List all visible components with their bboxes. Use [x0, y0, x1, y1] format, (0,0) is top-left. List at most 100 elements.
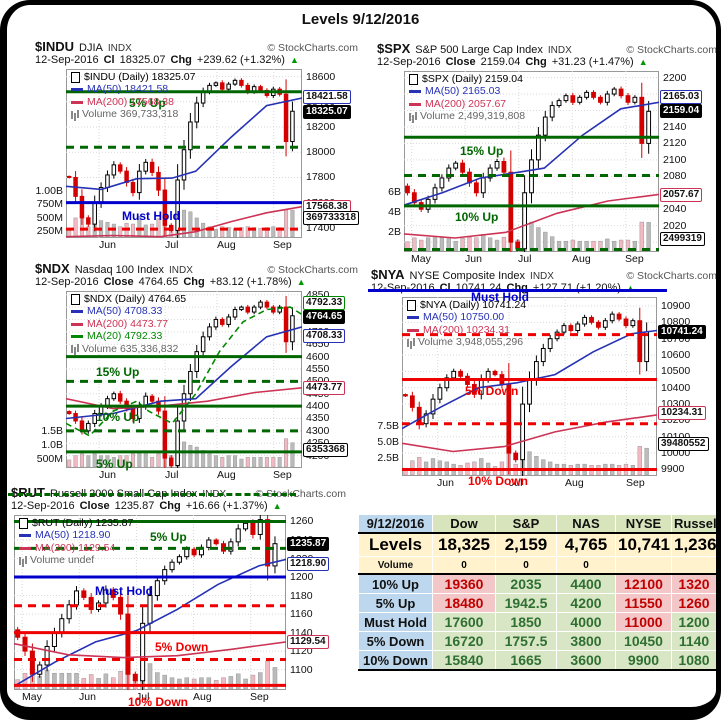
- legend-text: MA(200) 10234.31: [423, 323, 510, 336]
- annotation-label: 5% Up: [96, 457, 133, 471]
- candle-body: [149, 161, 155, 173]
- volume-bar: [265, 660, 270, 690]
- candle-body: [79, 195, 85, 219]
- volume-axis: 1.5B 1.0B 500M: [30, 291, 66, 468]
- table-date-cell: 9/12/2016: [358, 514, 433, 534]
- level-value-cell: 4000: [556, 612, 616, 632]
- candle-body: [439, 177, 445, 189]
- candle-body: [561, 325, 567, 333]
- close-label: Close: [445, 56, 476, 68]
- x-axis-label: Jun: [99, 469, 116, 481]
- volume-bar: [181, 441, 187, 468]
- annotation-label: 5% Up: [150, 530, 187, 544]
- volume-bar: [118, 455, 123, 468]
- row-label: 5% Up: [358, 593, 433, 613]
- volume-axis: 7.5B 5.0B 2.5B: [366, 297, 402, 476]
- candle-body: [632, 96, 638, 103]
- candle-body: [432, 187, 438, 200]
- table-row: 10% Down 15840 1665 3600 9900 1080: [358, 650, 717, 671]
- candle-body: [582, 316, 588, 325]
- level-value-cell: 1260: [671, 593, 717, 613]
- candle-body: [596, 321, 601, 328]
- legend-item: MA(200) 10234.31: [407, 324, 526, 337]
- title-overlay-line: [8, 493, 296, 496]
- volume-bars-icon: [71, 110, 73, 119]
- candle-body: [175, 179, 180, 231]
- symbol-label: $NDX: [35, 261, 70, 276]
- annotation-label: Must Hold: [95, 584, 153, 598]
- column-header: NYSE: [615, 514, 672, 534]
- candle-body: [584, 91, 590, 98]
- candle-body: [226, 83, 231, 90]
- legend-text: Volume 369,733,318: [82, 108, 179, 121]
- ma-line: [66, 205, 302, 238]
- legend-text: MA(200) 4473.77: [87, 317, 169, 330]
- price-axis: 1090010800107001060010500104001030010200…: [657, 297, 719, 476]
- candle-body: [430, 398, 436, 415]
- volume-axis-tick: 5.0B: [377, 435, 399, 448]
- volume-bar: [239, 227, 244, 238]
- candle-body: [92, 413, 97, 424]
- row-label: 10% Down: [358, 650, 433, 671]
- volume-bar: [639, 221, 644, 252]
- volume-bar: [250, 674, 256, 690]
- candle-body: [589, 316, 594, 323]
- axis-tick: 1100: [290, 663, 313, 676]
- volume-bar: [550, 236, 555, 252]
- volume-bar: [226, 455, 231, 468]
- candle-body: [228, 541, 234, 552]
- x-axis-label: Sep: [273, 469, 292, 481]
- candle-body: [522, 192, 528, 250]
- stockcharts-credit: © StockCharts.com: [626, 44, 717, 56]
- x-axis-label: Jul: [509, 477, 523, 489]
- level-value-cell: 3600: [556, 650, 616, 671]
- change-label: Chg: [159, 500, 181, 512]
- candle-body: [149, 395, 155, 402]
- chart-header: $NDX Nasdaq 100 Index INDX © StockCharts.co…: [30, 262, 360, 276]
- candle-body: [487, 167, 493, 179]
- symbol-label: $SPX: [377, 41, 411, 56]
- volume-bar: [284, 209, 289, 238]
- level-value-cell: 18,325: [432, 532, 496, 557]
- candle-body: [416, 406, 422, 425]
- volume-bar: [169, 677, 175, 690]
- level-value-cell: 15840: [432, 650, 496, 671]
- volume-bar: [74, 672, 79, 690]
- legend-item: $SPX (Daily) 2159.04: [409, 73, 525, 86]
- volume-tag: 6353368: [303, 443, 348, 458]
- volume-bar: [226, 227, 231, 238]
- axis-tick: 4400: [306, 400, 330, 413]
- volume-bar: [110, 677, 116, 690]
- volume-bar: [453, 240, 458, 252]
- level-value-cell: 1320: [671, 573, 717, 594]
- candle-body: [258, 86, 263, 91]
- chart-subheader: 12-Sep-2016 Close 2159.04 Chg +31.23 (+1.47%…: [372, 56, 719, 71]
- candle-body: [540, 347, 546, 363]
- volume-bar: [425, 237, 431, 252]
- volume-bar: [252, 457, 257, 468]
- price-tag: 10234.31: [658, 405, 706, 420]
- candle-body: [639, 96, 645, 144]
- volume-bar: [118, 226, 123, 238]
- volume-bars-icon: [409, 112, 411, 121]
- legend-item: Volume 369,733,318: [71, 108, 195, 122]
- candle-body: [156, 171, 161, 191]
- axis-tick: 2040: [663, 203, 687, 216]
- volume-axis-tick: 500M: [36, 211, 63, 224]
- ma-line-icon: [409, 102, 421, 106]
- candle-body: [644, 331, 650, 363]
- ma-line-icon: [71, 88, 83, 92]
- chart-date: 12-Sep-2016: [35, 276, 99, 288]
- volume-bar: [257, 672, 263, 690]
- volume-bar: [88, 674, 94, 690]
- stockcharts-credit: © StockCharts.com: [267, 264, 358, 276]
- volume-bar: [252, 227, 257, 238]
- candle-body: [473, 182, 479, 194]
- x-axis-label: Sep: [625, 253, 644, 265]
- chart-body: 1.00B 750M 500M 250M 5% Up Must Hold $INDU (Da…: [30, 69, 360, 251]
- row-label: Must Hold: [358, 612, 433, 632]
- table-row: 5% Up 18480 1942.5 4200 11550 1260: [358, 593, 717, 613]
- volume-bar: [437, 460, 443, 476]
- volume-axis: [6, 515, 14, 690]
- symbol-label: $INDU: [35, 39, 75, 54]
